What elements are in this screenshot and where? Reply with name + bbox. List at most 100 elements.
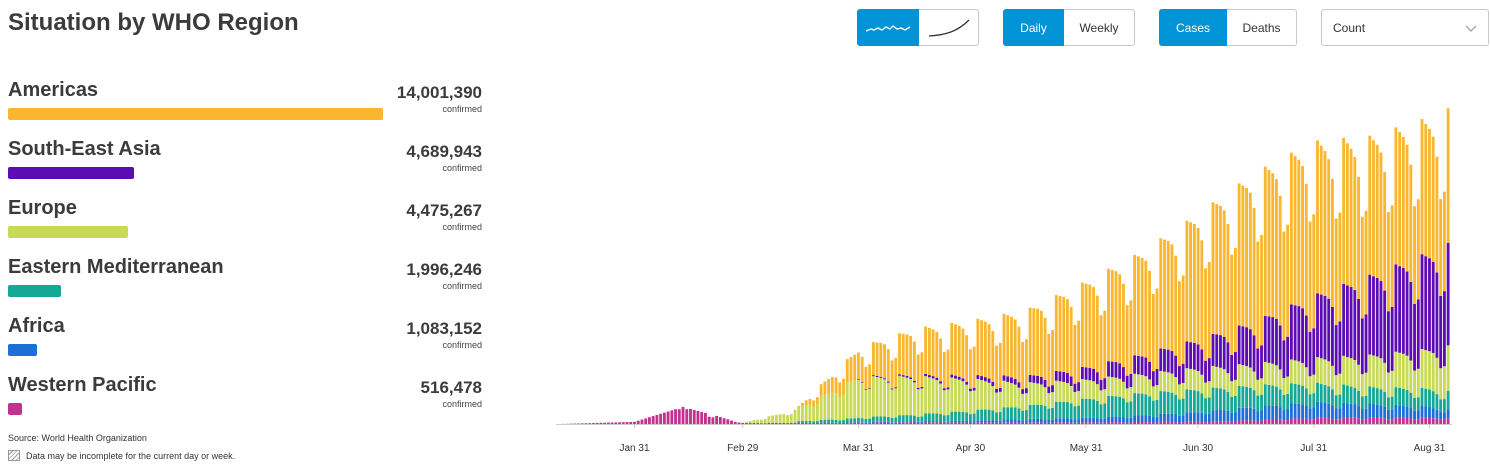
bar-segment[interactable]: [913, 380, 916, 383]
bar-segment[interactable]: [1196, 391, 1200, 413]
bar-segment[interactable]: [1148, 379, 1151, 397]
bar-segment[interactable]: [1196, 412, 1200, 422]
bar-segment[interactable]: [916, 421, 920, 423]
bar-segment[interactable]: [1155, 288, 1159, 369]
bar-segment[interactable]: [1420, 254, 1424, 349]
bar-segment[interactable]: [771, 415, 775, 423]
bar-segment[interactable]: [1028, 418, 1032, 423]
bar-segment[interactable]: [1204, 422, 1207, 424]
bar-segment[interactable]: [920, 386, 924, 389]
bar-segment[interactable]: [946, 387, 950, 390]
bar-segment[interactable]: [1394, 417, 1398, 424]
bar-segment[interactable]: [1435, 272, 1439, 358]
bar-segment[interactable]: [961, 378, 965, 382]
bar-segment[interactable]: [980, 420, 984, 423]
bar-segment[interactable]: [901, 421, 905, 423]
bar-segment[interactable]: [1136, 422, 1140, 424]
bar-segment[interactable]: [1428, 258, 1431, 352]
bar-segment[interactable]: [1051, 422, 1054, 424]
bar-segment[interactable]: [1293, 418, 1297, 424]
bar-segment[interactable]: [1159, 413, 1163, 422]
bar-segment[interactable]: [1010, 377, 1013, 384]
bar-segment[interactable]: [1077, 422, 1081, 424]
bar-segment[interactable]: [1133, 254, 1137, 356]
bar-segment[interactable]: [950, 420, 954, 423]
bar-segment[interactable]: [1379, 417, 1383, 424]
bar-segment[interactable]: [1334, 375, 1338, 396]
bar-segment[interactable]: [1159, 391, 1163, 414]
bar-segment[interactable]: [1058, 381, 1062, 402]
bar-segment[interactable]: [991, 410, 995, 421]
bar-segment[interactable]: [1226, 391, 1230, 411]
bar-segment[interactable]: [1107, 376, 1110, 396]
bar-segment[interactable]: [1129, 417, 1133, 423]
bar-segment[interactable]: [1159, 370, 1163, 392]
bar-segment[interactable]: [972, 421, 976, 423]
bar-segment[interactable]: [1103, 422, 1107, 424]
bar-segment[interactable]: [924, 373, 928, 377]
bar-segment[interactable]: [1192, 412, 1196, 422]
bar-segment[interactable]: [1204, 398, 1207, 415]
bar-segment[interactable]: [1069, 307, 1073, 377]
bar-segment[interactable]: [1222, 389, 1226, 411]
bar-segment[interactable]: [1416, 410, 1420, 420]
bar-segment[interactable]: [1383, 290, 1387, 363]
bar-segment[interactable]: [1241, 407, 1245, 421]
bar-segment[interactable]: [980, 380, 984, 410]
bar-segment[interactable]: [834, 393, 838, 420]
bar-segment[interactable]: [1375, 144, 1379, 278]
bar-segment[interactable]: [1278, 419, 1282, 424]
bar-segment[interactable]: [976, 409, 980, 421]
bar-segment[interactable]: [1312, 393, 1316, 408]
bar-segment[interactable]: [830, 392, 834, 420]
bar-segment[interactable]: [752, 420, 756, 423]
bar-segment[interactable]: [1140, 374, 1144, 394]
bar-segment[interactable]: [838, 422, 842, 424]
bar-segment[interactable]: [733, 421, 737, 424]
bar-segment[interactable]: [998, 422, 1002, 424]
bar-segment[interactable]: [849, 418, 853, 423]
bar-segment[interactable]: [1248, 407, 1252, 421]
bar-segment[interactable]: [1159, 238, 1163, 349]
bar-segment[interactable]: [621, 422, 625, 424]
bar-segment[interactable]: [909, 377, 913, 379]
bar-segment[interactable]: [1051, 392, 1054, 408]
bar-segment[interactable]: [1080, 417, 1084, 423]
bar-segment[interactable]: [1140, 257, 1144, 357]
bar-segment[interactable]: [1118, 396, 1122, 417]
bar-segment[interactable]: [696, 410, 700, 424]
bar-segment[interactable]: [1282, 409, 1286, 421]
bar-segment[interactable]: [1256, 421, 1260, 424]
bar-segment[interactable]: [1398, 405, 1402, 418]
bar-segment[interactable]: [1163, 421, 1166, 424]
bar-segment[interactable]: [1353, 157, 1357, 291]
bar-segment[interactable]: [879, 416, 883, 422]
bar-segment[interactable]: [972, 346, 976, 388]
bar-segment[interactable]: [1319, 358, 1323, 384]
bar-segment[interactable]: [1062, 418, 1066, 423]
bar-segment[interactable]: [1136, 374, 1140, 394]
bar-segment[interactable]: [1424, 124, 1428, 257]
bar-segment[interactable]: [898, 415, 901, 422]
bar-segment[interactable]: [1133, 355, 1137, 374]
bar-segment[interactable]: [1364, 210, 1368, 315]
bar-segment[interactable]: [718, 417, 722, 424]
bar-segment[interactable]: [857, 417, 860, 423]
bar-segment[interactable]: [998, 411, 1002, 421]
bar-segment[interactable]: [965, 384, 969, 413]
bar-segment[interactable]: [860, 422, 864, 424]
bar-segment[interactable]: [1054, 380, 1058, 402]
region-row[interactable]: Eastern Mediterranean 1,996,246 confirmed: [8, 256, 488, 315]
bar-segment[interactable]: [1151, 371, 1155, 387]
bar-segment[interactable]: [1413, 303, 1416, 371]
bar-segment[interactable]: [1095, 418, 1099, 423]
bar-segment[interactable]: [905, 375, 909, 378]
bar-segment[interactable]: [920, 421, 924, 423]
bar-segment[interactable]: [1110, 416, 1114, 423]
bar-segment[interactable]: [1413, 370, 1416, 398]
bar-segment[interactable]: [1028, 374, 1032, 383]
bar-segment[interactable]: [998, 391, 1002, 412]
bar-segment[interactable]: [1010, 407, 1013, 420]
bar-segment[interactable]: [599, 422, 603, 424]
bar-segment[interactable]: [1092, 368, 1095, 382]
